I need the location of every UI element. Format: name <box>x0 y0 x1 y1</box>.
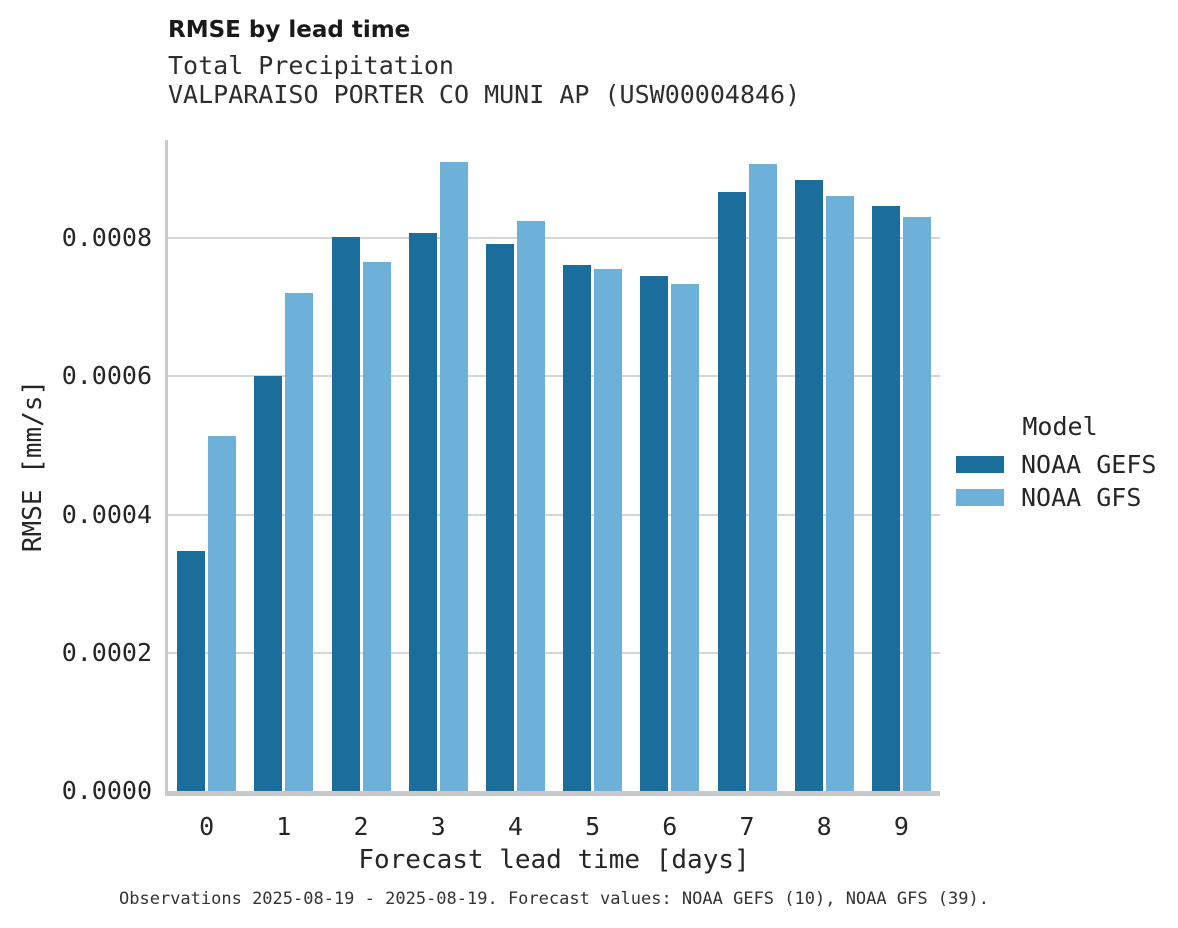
x-tick-label: 1 <box>276 812 292 841</box>
bar-noaa-gfs-day-9 <box>902 216 931 791</box>
gridline <box>168 651 940 654</box>
x-axis-title: Forecast lead time [days] <box>358 845 750 875</box>
y-axis-spine <box>165 140 168 796</box>
bar-noaa-gefs-day-1 <box>254 376 283 791</box>
bar-noaa-gfs-day-7 <box>748 164 777 791</box>
legend-swatch-noaa-gfs <box>956 489 1004 506</box>
x-tick-label: 2 <box>353 812 369 841</box>
bar-noaa-gfs-day-0 <box>208 436 237 791</box>
x-tick-label: 8 <box>816 812 832 841</box>
legend: Model NOAA GEFS NOAA GFS <box>956 412 1164 514</box>
chart-subtitle-variable: Total Precipitation <box>168 51 454 80</box>
plot-area <box>168 140 940 791</box>
bar-noaa-gfs-day-6 <box>671 284 700 791</box>
y-tick-label: 0.0008 <box>61 223 152 253</box>
x-tick-label: 0 <box>199 812 215 841</box>
bar-noaa-gefs-day-9 <box>871 206 900 791</box>
bar-noaa-gfs-day-4 <box>516 220 545 791</box>
legend-label-noaa-gefs: NOAA GEFS <box>1021 450 1157 479</box>
x-tick-label: 9 <box>893 812 909 841</box>
bar-noaa-gfs-day-2 <box>362 262 391 791</box>
x-tick-label: 3 <box>430 812 446 841</box>
x-tick-label: 6 <box>662 812 678 841</box>
bar-noaa-gefs-day-8 <box>794 180 823 791</box>
bar-noaa-gefs-day-7 <box>717 191 746 791</box>
legend-label-noaa-gfs: NOAA GFS <box>1021 483 1142 512</box>
bar-noaa-gefs-day-4 <box>485 244 514 791</box>
legend-item-noaa-gefs: NOAA GEFS <box>956 448 1164 481</box>
bar-noaa-gefs-day-5 <box>563 265 592 791</box>
legend-swatch-noaa-gefs <box>956 456 1004 473</box>
gridline <box>168 237 940 240</box>
bar-noaa-gfs-day-3 <box>439 162 468 791</box>
x-tick-label: 5 <box>585 812 601 841</box>
y-tick-label: 0.0000 <box>61 776 152 805</box>
bar-noaa-gfs-day-5 <box>594 269 623 791</box>
y-tick-label: 0.0006 <box>61 361 152 391</box>
legend-item-noaa-gfs: NOAA GFS <box>956 481 1164 514</box>
x-tick-label: 4 <box>507 812 523 841</box>
bar-noaa-gefs-day-0 <box>177 551 206 791</box>
bar-noaa-gefs-day-2 <box>331 237 360 791</box>
gridline <box>168 375 940 378</box>
bar-noaa-gefs-day-6 <box>640 276 669 791</box>
bar-noaa-gfs-day-8 <box>825 195 854 791</box>
caption: Observations 2025-08-19 - 2025-08-19. Fo… <box>119 889 989 909</box>
gridline <box>168 513 940 516</box>
legend-title: Model <box>1022 412 1098 441</box>
bar-noaa-gfs-day-1 <box>285 293 314 791</box>
x-tick-label: 7 <box>739 812 755 841</box>
y-tick-label: 0.0004 <box>61 499 152 529</box>
x-axis-tick-labels: 0 1 2 3 4 5 6 7 8 9 <box>168 812 940 844</box>
chart-title: RMSE by lead time <box>168 17 411 43</box>
y-tick-label: 0.0002 <box>61 637 152 667</box>
y-axis-tick-labels: 0.0000 0.0002 0.0004 0.0006 0.0008 <box>0 140 152 805</box>
chart-subtitle-station: VALPARAISO PORTER CO MUNI AP (USW0000484… <box>168 80 801 109</box>
x-axis-spine <box>165 791 940 796</box>
bar-noaa-gefs-day-3 <box>408 232 437 791</box>
